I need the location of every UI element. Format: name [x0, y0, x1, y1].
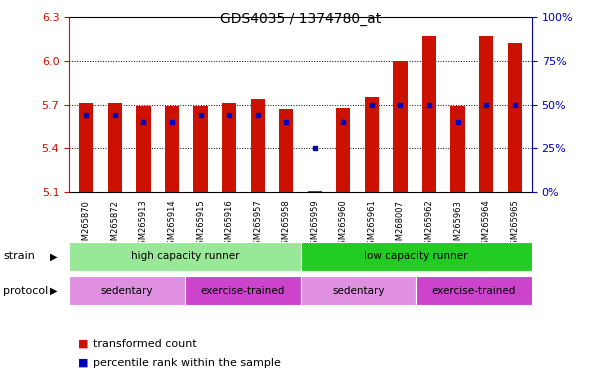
Bar [508, 43, 522, 192]
Bar [422, 36, 436, 192]
Bar [279, 109, 293, 192]
Bar [308, 190, 322, 192]
FancyBboxPatch shape [300, 242, 532, 271]
FancyBboxPatch shape [416, 276, 532, 305]
Text: percentile rank within the sample: percentile rank within the sample [93, 358, 281, 368]
FancyBboxPatch shape [300, 276, 416, 305]
Bar [451, 106, 465, 192]
Bar [165, 106, 179, 192]
Text: strain: strain [3, 251, 35, 262]
Text: ■: ■ [78, 358, 88, 368]
Text: sedentary: sedentary [332, 286, 385, 296]
Text: exercise-trained: exercise-trained [201, 286, 285, 296]
FancyBboxPatch shape [69, 242, 300, 271]
Text: ▶: ▶ [50, 251, 57, 262]
Text: ■: ■ [78, 339, 88, 349]
FancyBboxPatch shape [185, 276, 300, 305]
Bar [365, 98, 379, 192]
Text: transformed count: transformed count [93, 339, 197, 349]
Bar [251, 99, 265, 192]
Bar [393, 61, 407, 192]
Text: exercise-trained: exercise-trained [432, 286, 516, 296]
Text: GDS4035 / 1374780_at: GDS4035 / 1374780_at [220, 12, 381, 25]
Bar [108, 103, 122, 192]
Text: high capacity runner: high capacity runner [130, 251, 239, 262]
Text: sedentary: sedentary [101, 286, 153, 296]
Bar [479, 36, 493, 192]
Bar [336, 108, 350, 192]
Bar [194, 106, 208, 192]
Bar [136, 106, 150, 192]
Text: low capacity runner: low capacity runner [364, 251, 468, 262]
Text: ▶: ▶ [50, 286, 57, 296]
Text: protocol: protocol [3, 286, 48, 296]
FancyBboxPatch shape [69, 276, 185, 305]
Bar [222, 103, 236, 192]
Bar [79, 103, 93, 192]
